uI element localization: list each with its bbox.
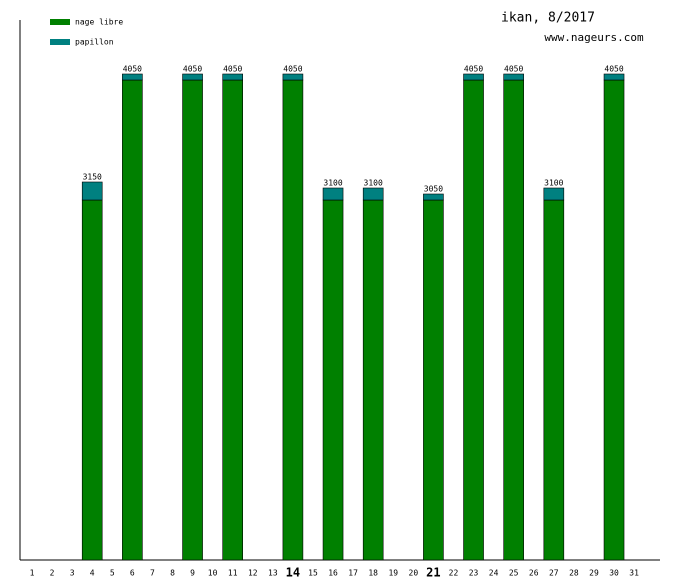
x-tick-label: 28 (569, 569, 579, 578)
x-tick-label: 23 (469, 569, 479, 578)
legend-label: nage libre (75, 18, 123, 27)
bar-segment (282, 73, 304, 81)
bar-segment (423, 193, 444, 201)
bar-segment (182, 73, 203, 81)
x-tick-label: 26 (529, 569, 539, 578)
x-tick-label: 18 (368, 569, 378, 578)
x-tick-label: 25 (509, 569, 519, 578)
total-label: 3100 (323, 179, 342, 188)
total-label: 4050 (183, 65, 202, 74)
x-tick-label: 29 (589, 569, 599, 578)
bar-segment (543, 187, 565, 201)
x-tick-label: 20 (409, 569, 419, 578)
x-tick-label: 15 (308, 569, 318, 578)
x-tick-label: 9 (190, 569, 195, 578)
bar-segment (282, 79, 304, 561)
bar-segment (362, 187, 384, 201)
total-label: 4050 (504, 65, 523, 74)
x-tick-label: 13 (268, 569, 278, 578)
bar-segment (362, 199, 384, 561)
total-label: 3050 (424, 185, 443, 194)
x-tick-label: 22 (449, 569, 459, 578)
bar-segment (122, 73, 143, 81)
bar-segment (463, 79, 484, 561)
bar-segment (182, 79, 203, 561)
bar-segment (503, 79, 524, 561)
total-label: 4050 (604, 65, 623, 74)
legend-label: papillon (75, 38, 114, 47)
chart-subtitle: www.nageurs.com (544, 31, 644, 44)
total-label: 4050 (123, 65, 142, 74)
bar-segment (222, 73, 243, 81)
bar-segment (81, 181, 103, 201)
x-tick-label: 12 (248, 569, 258, 578)
bar-segment (603, 79, 625, 561)
x-tick-label: 7 (150, 569, 155, 578)
bar-segment (222, 79, 243, 561)
x-tick-label: 6 (130, 569, 135, 578)
legend-swatch (50, 19, 70, 25)
bar-segment (322, 199, 344, 561)
bar-segment (603, 73, 625, 81)
x-tick-label: 1 (30, 569, 35, 578)
bar-segment (463, 73, 484, 81)
x-tick-label: 24 (489, 569, 499, 578)
bar-segment (322, 187, 344, 201)
total-label: 3100 (544, 179, 563, 188)
chart-title: ikan, 8/2017 (501, 11, 595, 26)
x-tick-label: 30 (609, 569, 619, 578)
total-label: 4050 (283, 65, 302, 74)
x-tick-label: 4 (90, 569, 95, 578)
bar-segment (503, 73, 524, 81)
total-label: 4050 (223, 65, 242, 74)
total-label: 4050 (464, 65, 483, 74)
x-tick-label: 11 (228, 569, 238, 578)
x-tick-label: 21 (426, 566, 440, 580)
x-tick-label: 2 (50, 569, 55, 578)
x-tick-label: 3 (70, 569, 75, 578)
x-tick-label: 5 (110, 569, 115, 578)
x-tick-label: 31 (629, 569, 639, 578)
x-tick-label: 19 (388, 569, 398, 578)
x-tick-label: 27 (549, 569, 559, 578)
x-tick-label: 14 (286, 566, 300, 580)
total-label: 3100 (364, 179, 383, 188)
bar-segment (423, 199, 444, 561)
x-tick-label: 17 (348, 569, 358, 578)
total-label: 3150 (83, 173, 102, 182)
legend-swatch (50, 39, 70, 45)
bar-segment (122, 79, 143, 561)
bar-segment (543, 199, 565, 561)
bar-segment (81, 199, 103, 561)
x-tick-label: 16 (328, 569, 338, 578)
x-tick-label: 8 (170, 569, 175, 578)
x-tick-label: 10 (208, 569, 218, 578)
